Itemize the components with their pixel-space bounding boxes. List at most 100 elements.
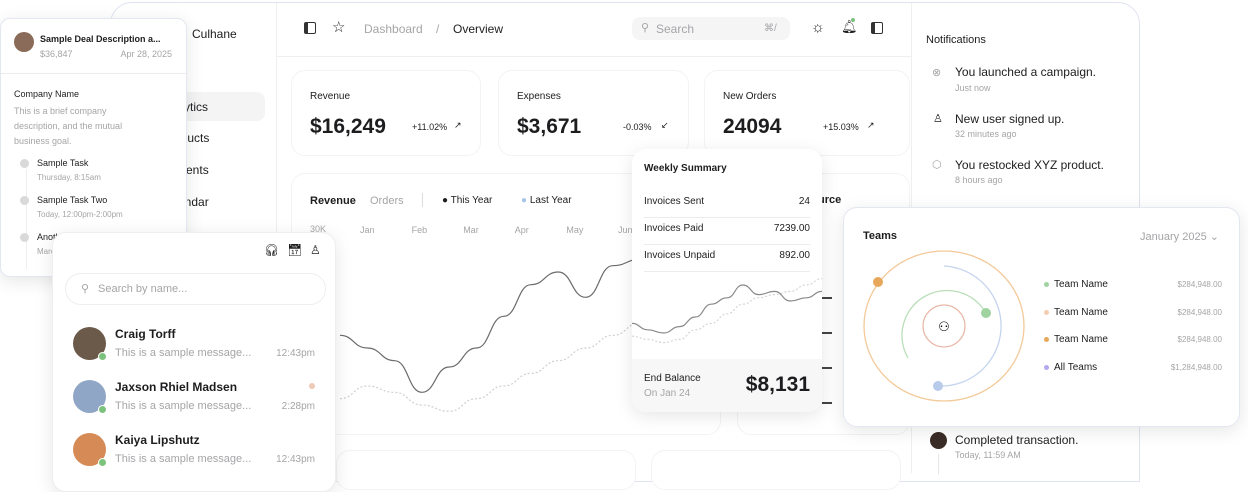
breadcrumb-dashboard[interactable]: Dashboard — [364, 22, 423, 36]
task-title: Sample Task Two — [37, 195, 108, 205]
end-balance-label: End Balance — [644, 373, 701, 384]
notification-time: 32 minutes ago — [955, 129, 1017, 139]
weekly-summary-title: Weekly Summary — [644, 163, 727, 174]
teams-orbit-chart: ⚇ — [863, 250, 1025, 402]
summary-row: Invoices Sent 24 — [644, 191, 810, 218]
notification-text: You restocked XYZ product. — [955, 158, 1104, 172]
end-balance-value: $8,131 — [745, 373, 810, 396]
contact-message: This is a sample message... — [115, 400, 252, 412]
team-color-dot — [1044, 364, 1049, 370]
contact-name: Kaiya Lipshutz — [115, 433, 200, 447]
unread-dot — [309, 383, 315, 389]
task-time: Thursday, 8:15am — [37, 173, 101, 182]
breadcrumb-overview: Overview — [453, 22, 504, 36]
contact-time: 12:43pm — [276, 348, 315, 359]
timeline-line — [938, 454, 939, 474]
search-placeholder: Search — [656, 22, 695, 36]
timeline-line — [26, 169, 27, 269]
contact-search-input[interactable]: ⚲ Search by name... — [65, 273, 326, 305]
sidebar-toggle-icon[interactable] — [304, 22, 316, 34]
tab-orders[interactable]: Orders — [370, 195, 404, 207]
team-color-dot — [1044, 309, 1049, 315]
month-label: Mar — [463, 225, 479, 235]
deal-date: Apr 28, 2025 — [120, 49, 172, 59]
online-indicator — [98, 405, 107, 414]
notification-time: 8 hours ago — [955, 175, 1003, 185]
search-input[interactable]: ⚲ Search ⌘/ — [632, 17, 790, 40]
tab-divider — [422, 193, 423, 207]
search-icon: ⚲ — [641, 22, 650, 34]
legend-this-year: ● This Year — [442, 195, 492, 206]
stat-label: Expenses — [517, 91, 561, 102]
stat-card-revenue: Revenue $16,249 +11.02% ↗ — [291, 70, 481, 156]
notification-text: New user signed up. — [955, 112, 1065, 126]
user-icon: ♙ — [933, 113, 943, 125]
add-user-icon[interactable]: ♙ — [310, 243, 321, 257]
stat-card-new-orders: New Orders 24094 +15.03% ↗ — [704, 70, 910, 156]
card-title: urce — [818, 194, 842, 206]
weekly-summary-card: Weekly Summary Invoices Sent 24 Invoices P… — [632, 149, 822, 412]
box-icon: ⬡ — [932, 159, 942, 171]
legend-dot: ● — [521, 195, 530, 206]
notification-text: Completed transaction. — [955, 433, 1079, 447]
chat-card: 🎧︎ 📅︎ ♙ ⚲ Search by name... Craig Torff T… — [52, 232, 336, 492]
header-divider — [277, 56, 911, 57]
svg-text:⚇: ⚇ — [938, 320, 950, 335]
summary-value: 7239.00 — [773, 223, 810, 234]
stat-value: $16,249 — [310, 115, 386, 138]
team-value: $1,284,948.00 — [1170, 362, 1222, 372]
deal-amount: $36,847 — [40, 49, 73, 59]
stat-label: Revenue — [310, 91, 351, 102]
contact-item[interactable]: Jaxson Rhiel Madsen This is a sample mess… — [73, 378, 323, 418]
contact-time: 2:28pm — [281, 401, 315, 412]
task-time: Today, 12:00pm-2:00pm — [37, 210, 123, 219]
month-label: Jan — [360, 225, 375, 235]
team-name: Team Name — [1054, 334, 1108, 345]
bar-ticks — [822, 264, 832, 404]
stat-change: +11.02% — [412, 122, 448, 132]
notification-time: Today, 11:59 AM — [955, 450, 1021, 460]
legend-label: This Year — [450, 195, 493, 206]
team-name: Team Name — [1054, 279, 1108, 290]
teams-card: Teams January 2025 ⌄ ⚇ Team Name $284,948… — [843, 207, 1240, 427]
breadcrumb-separator: / — [436, 22, 440, 36]
tab-revenue[interactable]: Revenue — [310, 195, 356, 207]
search-icon: ⚲ — [81, 283, 90, 295]
y-tick-label: 30K — [310, 224, 327, 234]
notifications-title: Notifications — [926, 34, 986, 46]
weekly-series-a — [632, 284, 822, 334]
sidebar-user-name[interactable]: Culhane — [192, 27, 237, 41]
summary-row: Invoices Paid 7239.00 — [644, 218, 810, 245]
notification-time: Just now — [955, 83, 991, 93]
task-dot — [20, 196, 29, 205]
company-description: This is a brief company description, and… — [14, 106, 123, 146]
panel-icon[interactable] — [871, 22, 883, 34]
contact-time: 12:43pm — [276, 454, 315, 465]
period-select[interactable]: January 2025 ⌄ — [1140, 230, 1219, 243]
avatar — [930, 432, 947, 449]
summary-label: Invoices Paid — [644, 223, 704, 234]
trend-down-icon: ↙ — [661, 120, 669, 130]
weekly-line-chart — [632, 278, 822, 344]
task-dot — [20, 233, 29, 242]
stat-value: $3,671 — [517, 115, 582, 138]
calendar-add-icon[interactable]: 📅︎ — [287, 243, 303, 257]
bell-icon[interactable]: 🔔︎ — [841, 18, 858, 34]
summary-value: 892.00 — [779, 250, 810, 261]
deal-title: Sample Deal Description a... — [40, 34, 161, 44]
trend-up-icon: ↗ — [867, 120, 875, 130]
contact-message: This is a sample message... — [115, 453, 252, 465]
weekly-series-b — [632, 278, 822, 344]
legend-label: Last Year — [529, 195, 572, 206]
contact-item[interactable]: Craig Torff This is a sample message... 12… — [73, 325, 323, 365]
contact-item[interactable]: Kaiya Lipshutz This is a sample message..… — [73, 431, 323, 471]
star-icon[interactable]: ☆ — [332, 19, 346, 36]
headset-icon[interactable]: 🎧︎ — [264, 243, 280, 257]
sun-icon[interactable]: ☼ — [811, 19, 825, 36]
team-value: $284,948.00 — [1177, 335, 1223, 344]
notification-text: You launched a campaign. — [955, 65, 1096, 79]
team-color-dot — [1044, 282, 1049, 287]
team-value: $284,948.00 — [1177, 280, 1223, 289]
bottom-card-1 — [336, 450, 636, 490]
online-indicator — [98, 458, 107, 467]
